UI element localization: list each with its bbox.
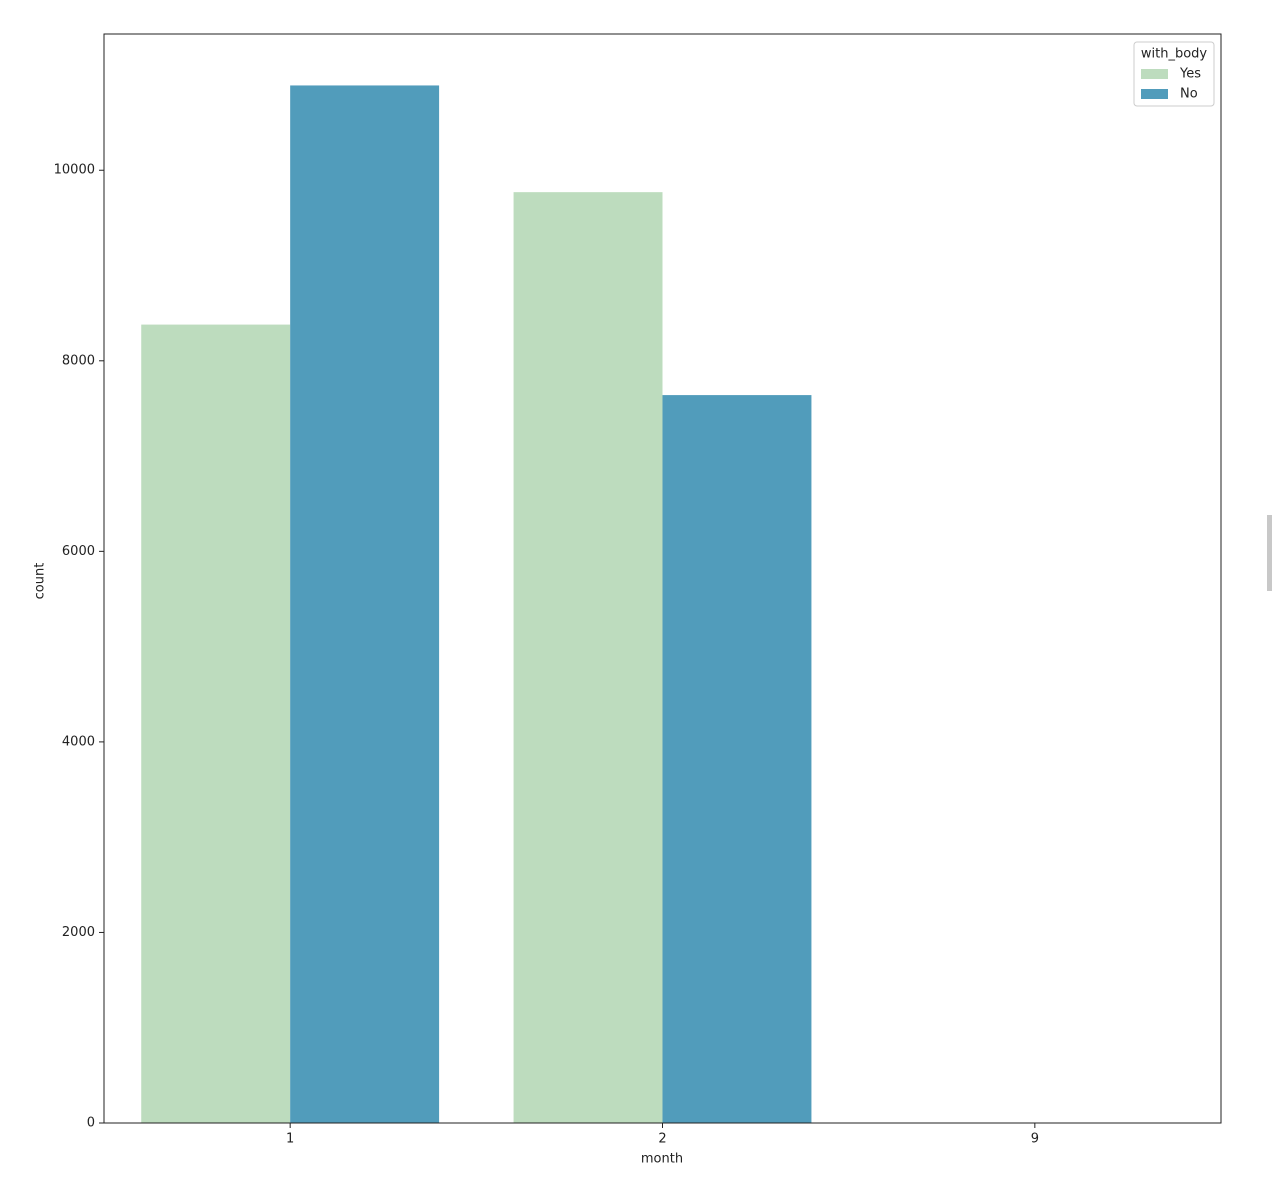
legend-label: Yes <box>1179 67 1201 82</box>
x-tick-label: 9 <box>1031 1132 1039 1147</box>
legend-title: with_body <box>1141 47 1208 62</box>
y-tick-label: 10000 <box>54 163 95 178</box>
y-tick-label: 8000 <box>62 353 95 368</box>
y-tick-label: 4000 <box>62 734 95 749</box>
y-tick-label: 0 <box>87 1116 95 1131</box>
y-tick-label: 6000 <box>62 544 95 559</box>
x-axis-label: month <box>641 1152 683 1167</box>
x-tick-label: 2 <box>658 1132 666 1147</box>
bar <box>513 192 663 1124</box>
bar <box>662 395 812 1123</box>
legend-swatch <box>1141 89 1168 99</box>
y-axis-label: count <box>33 563 48 600</box>
plot-frame <box>103 33 1222 1124</box>
legend-label: No <box>1180 87 1198 102</box>
bar <box>290 85 440 1123</box>
x-tick-label: 1 <box>286 1132 294 1147</box>
scrollbar <box>1267 515 1272 591</box>
bar <box>141 324 291 1123</box>
y-tick-label: 2000 <box>62 925 95 940</box>
legend-swatch <box>1141 69 1168 79</box>
